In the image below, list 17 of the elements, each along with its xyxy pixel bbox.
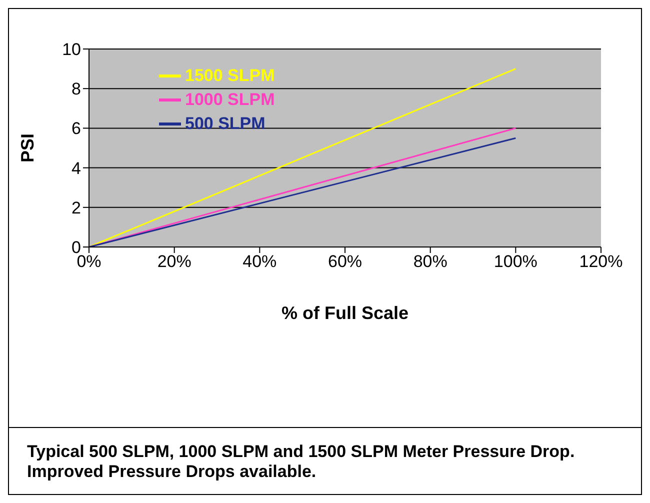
x-tick-label: 100% bbox=[494, 252, 538, 272]
legend-label: 1000 SLPM bbox=[185, 89, 275, 111]
y-tick-label: 6 bbox=[72, 119, 81, 138]
y-tick-label: 4 bbox=[72, 158, 81, 178]
y-tick-label: 8 bbox=[72, 80, 81, 99]
x-tick-label: 80% bbox=[413, 252, 448, 272]
x-tick-label: 0% bbox=[76, 252, 102, 272]
y-tick-label: 2 bbox=[72, 198, 81, 218]
x-tick-label: 60% bbox=[328, 252, 362, 272]
x-tick-label: 40% bbox=[242, 252, 277, 272]
legend-label: 1500 SLPM bbox=[185, 65, 275, 87]
text: Typical 500 SLPM, 1000 SLPM and 1500 SLPM Meter Pressure Drop. Improved Pressure Drops available. bbox=[27, 442, 576, 482]
x-axis-title: % of Full Scale bbox=[281, 303, 409, 323]
y-axis-title: PSI bbox=[17, 133, 38, 163]
x-tick-label: 120% bbox=[579, 252, 623, 272]
x-tick-label: 20% bbox=[157, 252, 192, 272]
y-tick-label: 10 bbox=[62, 40, 81, 60]
